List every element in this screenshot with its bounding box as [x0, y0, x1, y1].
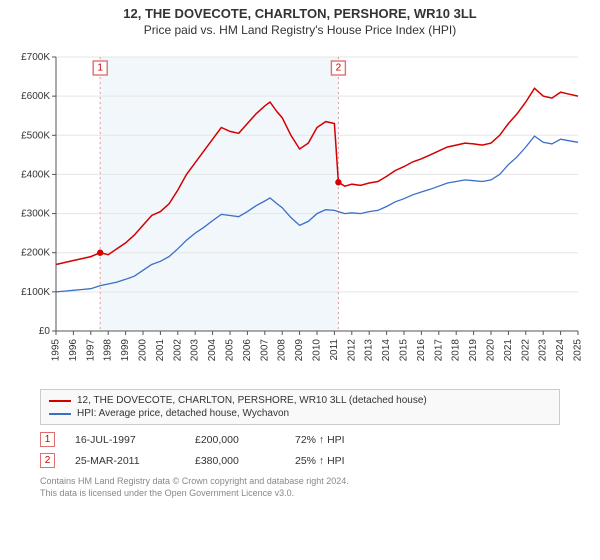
x-tick-label: 2022 — [520, 339, 531, 362]
x-tick-label: 2004 — [207, 339, 218, 362]
line-chart-svg: £0 £100K £200K £300K £400K £500K £600K £700K 199… — [12, 43, 588, 383]
sales-marker-box: 2 — [40, 453, 55, 468]
x-tick-label: 2024 — [555, 339, 566, 362]
legend-item: 12, THE DOVECOTE, CHARLTON, PERSHORE, WR… — [49, 394, 551, 407]
footer-attribution: Contains HM Land Registry data © Crown c… — [40, 475, 560, 499]
x-tick-label: 2002 — [172, 339, 183, 362]
x-tick-label: 2005 — [225, 339, 236, 362]
chart-area: £0 £100K £200K £300K £400K £500K £600K £700K 199… — [12, 43, 588, 383]
title-block: 12, THE DOVECOTE, CHARLTON, PERSHORE, WR… — [0, 0, 600, 37]
x-tick-label: 1996 — [68, 339, 79, 362]
y-tick-label: £200K — [21, 248, 50, 259]
sales-table: 1 16-JUL-1997 £200,000 72% ↑ HPI 2 25-MAR-201… — [40, 429, 560, 471]
chart-subtitle: Price paid vs. HM Land Registry's House … — [0, 23, 600, 37]
x-tick-label: 2001 — [155, 339, 166, 362]
y-tick-label: £600K — [21, 91, 50, 102]
sale-dot — [97, 250, 103, 256]
x-tick-label: 2003 — [190, 339, 201, 362]
chart-title: 12, THE DOVECOTE, CHARLTON, PERSHORE, WR… — [0, 6, 600, 21]
footer-line-2: This data is licensed under the Open Gov… — [40, 487, 560, 499]
y-tick-label: £500K — [21, 130, 50, 141]
y-tick-label: £0 — [39, 326, 51, 337]
sales-row: 1 16-JUL-1997 £200,000 72% ↑ HPI — [40, 429, 560, 450]
x-tick-label: 2016 — [416, 339, 427, 362]
sales-delta: 72% ↑ HPI — [295, 434, 395, 446]
y-tick-label: £100K — [21, 287, 50, 298]
legend-label: HPI: Average price, detached house, Wych… — [77, 408, 289, 419]
x-tick-label: 1995 — [51, 339, 62, 362]
x-tick-label: 2013 — [364, 339, 375, 362]
x-tick-label: 2017 — [433, 339, 444, 362]
sales-date: 16-JUL-1997 — [75, 434, 175, 446]
x-tick-label: 2018 — [451, 339, 462, 362]
x-tick-label: 2007 — [259, 339, 270, 362]
legend-label: 12, THE DOVECOTE, CHARLTON, PERSHORE, WR… — [77, 395, 427, 406]
x-tick-label: 2010 — [312, 339, 323, 362]
x-tick-label: 2020 — [486, 339, 497, 362]
x-tick-label: 2025 — [573, 339, 584, 362]
x-tick-label: 2011 — [329, 339, 340, 361]
x-tick-label: 1997 — [85, 339, 96, 362]
x-tick-label: 2019 — [468, 339, 479, 362]
x-tick-label: 1998 — [103, 339, 114, 362]
y-tick-label: £400K — [21, 169, 50, 180]
event-marker-number: 1 — [97, 63, 103, 74]
event-marker-number: 2 — [336, 63, 342, 74]
sales-row: 2 25-MAR-2011 £380,000 25% ↑ HPI — [40, 450, 560, 471]
x-tick-label: 2023 — [538, 339, 549, 362]
x-tick-label: 2006 — [242, 339, 253, 362]
x-tick-label: 2000 — [138, 339, 149, 362]
x-tick-label: 1999 — [120, 339, 131, 362]
sales-price: £380,000 — [195, 455, 275, 467]
x-tick-label: 2012 — [346, 339, 357, 362]
x-tick-label: 2015 — [399, 339, 410, 362]
sales-delta: 25% ↑ HPI — [295, 455, 395, 467]
x-tick-label: 2021 — [503, 339, 514, 362]
footer-line-1: Contains HM Land Registry data © Crown c… — [40, 475, 560, 487]
x-tick-label: 2014 — [381, 339, 392, 362]
legend-item: HPI: Average price, detached house, Wych… — [49, 407, 551, 420]
sales-marker-box: 1 — [40, 432, 55, 447]
y-tick-label: £700K — [21, 52, 50, 63]
legend-swatch — [49, 400, 71, 402]
y-tick-label: £300K — [21, 209, 50, 220]
sale-dot — [335, 179, 341, 185]
x-tick-label: 2008 — [277, 339, 288, 362]
sales-price: £200,000 — [195, 434, 275, 446]
legend-swatch — [49, 413, 71, 415]
x-tick-label: 2009 — [294, 339, 305, 362]
figure-container: 12, THE DOVECOTE, CHARLTON, PERSHORE, WR… — [0, 0, 600, 499]
legend-box: 12, THE DOVECOTE, CHARLTON, PERSHORE, WR… — [40, 389, 560, 425]
sales-date: 25-MAR-2011 — [75, 455, 175, 467]
